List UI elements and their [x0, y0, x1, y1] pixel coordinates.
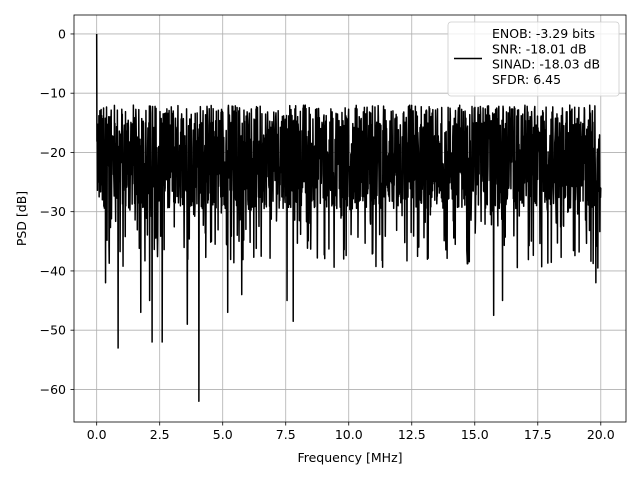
y-tick-label: −20 [40, 145, 66, 160]
x-tick-label: 2.5 [150, 427, 170, 442]
x-tick-label: 17.5 [524, 427, 552, 442]
x-tick-label: 20.0 [587, 427, 615, 442]
y-tick-label: 0 [58, 26, 66, 41]
x-axis-ticks: 0.0 2.5 5.0 7.5 10.0 12.5 15.0 17.5 20.0 [87, 422, 615, 442]
x-tick-label: 12.5 [398, 427, 426, 442]
legend-entry-line: SFDR: 6.45 [492, 72, 561, 87]
y-axis-label: PSD [dB] [14, 191, 29, 246]
x-tick-label: 15.0 [461, 427, 489, 442]
legend-entry-line: SNR: -18.01 dB [492, 41, 587, 56]
y-tick-label: −50 [40, 323, 66, 338]
legend-entry-line: ENOB: -3.29 bits [492, 26, 595, 41]
x-tick-label: 0.0 [87, 427, 107, 442]
y-tick-label: −10 [40, 86, 66, 101]
psd-series-line [95, 33, 602, 403]
legend-entry-line: SINAD: -18.03 dB [492, 57, 600, 72]
plot-frame [73, 14, 627, 423]
x-tick-label: 10.0 [335, 427, 363, 442]
y-tick-label: −60 [40, 382, 66, 397]
series-group [95, 33, 602, 403]
y-tick-label: −30 [40, 204, 66, 219]
x-axis-label: Frequency [MHz] [297, 450, 402, 465]
legend-box [447, 21, 620, 97]
x-tick-label: 7.5 [276, 427, 296, 442]
y-tick-label: −40 [40, 263, 66, 278]
x-tick-label: 5.0 [213, 427, 233, 442]
y-axis-ticks: 0 −10 −20 −30 −40 −50 −60 [40, 26, 74, 397]
